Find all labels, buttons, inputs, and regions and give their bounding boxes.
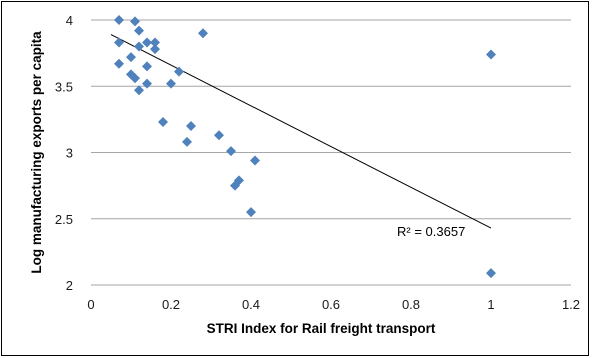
data-point-marker (134, 85, 144, 96)
data-point-marker (250, 155, 260, 166)
data-point-marker (114, 15, 124, 25)
data-point-marker (230, 180, 240, 191)
x-tick-labels: 0 0.2 0.4 0.6 0.8 1 1.2 (87, 297, 580, 312)
data-point-marker (486, 268, 496, 279)
data-point-marker (142, 37, 152, 48)
data-point-marker (130, 73, 140, 84)
gridlines (91, 19, 571, 286)
trendline (110, 34, 492, 229)
x-tick-label: 0.2 (162, 297, 180, 312)
data-point-marker (486, 49, 496, 60)
data-point-marker (134, 41, 144, 52)
data-point-marker (198, 28, 208, 39)
x-tick-label: 0.6 (322, 297, 340, 312)
y-tick-label: 4 (66, 13, 73, 28)
data-point-marker (114, 58, 124, 69)
y-tick-labels: 2 2.5 3 3.5 4 (55, 13, 73, 293)
data-point-marker (166, 78, 176, 89)
data-points (114, 15, 496, 279)
data-point-marker (214, 130, 224, 141)
x-tick-label: 0 (87, 297, 94, 312)
data-point-marker (126, 52, 136, 63)
data-point-marker (246, 207, 256, 218)
x-axis-title: STRI Index for Rail freight transport (207, 321, 436, 336)
data-point-marker (150, 37, 160, 48)
x-tick-label: 1 (487, 297, 494, 312)
data-point-marker (134, 25, 144, 36)
y-tick-label: 3 (66, 146, 73, 161)
data-point-marker (142, 78, 152, 89)
x-tick-label: 1.2 (562, 297, 580, 312)
data-point-marker (158, 117, 168, 128)
data-point-marker (182, 136, 192, 147)
r-squared-label: R² = 0.3657 (397, 224, 465, 239)
x-tick-label: 0.8 (402, 297, 420, 312)
data-point-marker (226, 146, 236, 157)
data-point-marker (174, 66, 184, 77)
y-tick-label: 2.5 (55, 212, 73, 227)
x-tick-label: 0.4 (242, 297, 260, 312)
data-point-marker (114, 37, 124, 48)
y-axis-title: Log manufacturing exports per capita (29, 31, 44, 274)
data-point-marker (150, 44, 160, 55)
data-point-marker (186, 121, 196, 131)
data-point-marker (142, 61, 152, 72)
y-tick-label: 3.5 (55, 79, 73, 94)
data-point-marker (130, 16, 140, 27)
y-tick-label: 2 (66, 278, 73, 293)
